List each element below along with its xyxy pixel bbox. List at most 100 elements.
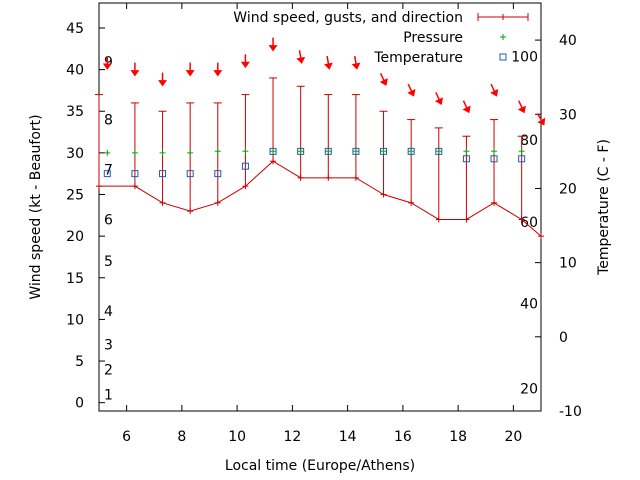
y-axis-label: Wind speed (kt - Beaufort) — [28, 114, 44, 299]
x-tick-label: 18 — [449, 429, 467, 445]
temperature-point — [407, 147, 415, 155]
x-tick-label: 16 — [394, 429, 412, 445]
y-tick-label: 20 — [66, 229, 84, 245]
wind-direction-arrow-head — [490, 88, 499, 97]
temperature-point — [435, 147, 443, 155]
wind-direction-arrow-head — [130, 70, 140, 77]
temperature-point — [186, 170, 194, 178]
wind-direction-arrow — [213, 62, 223, 77]
temperature-point — [269, 147, 277, 155]
temperature-point — [380, 147, 388, 155]
temperature-point — [131, 170, 139, 178]
y2-tick-label: 0 — [559, 330, 568, 346]
series-group — [95, 37, 546, 240]
wind-direction-arrow-head — [240, 61, 250, 69]
x-axis-label: Local time (Europe/Athens) — [225, 458, 415, 474]
y-tick-label: 40 — [66, 63, 84, 79]
y-tick-label: 5 — [75, 354, 84, 370]
wind-direction-arrow — [102, 55, 112, 70]
legend: Wind speed, gusts, and direction Pressur… — [233, 10, 529, 66]
wind-direction-arrow-head — [537, 117, 546, 126]
wind-direction-arrow — [462, 100, 471, 114]
beaufort-label: 1 — [104, 387, 113, 403]
wind-direction-arrow-head — [379, 78, 388, 86]
wind-direction-arrow-head — [296, 56, 306, 64]
beaufort-label: 9 — [104, 54, 113, 70]
temperature-point — [490, 155, 498, 163]
wind-direction-arrow — [130, 62, 140, 77]
x-tick-label: 20 — [504, 429, 522, 445]
y2-tick-label: 40 — [559, 33, 577, 49]
wind-direction-arrow-head — [434, 97, 444, 105]
fahrenheit-label: 60 — [520, 215, 538, 231]
y-tick-label: 25 — [66, 188, 84, 204]
fahrenheit-label: 100 — [511, 49, 538, 65]
wind-direction-arrow-head — [517, 105, 526, 114]
x-tick-label: 6 — [122, 429, 131, 445]
wind-direction-arrow-head — [102, 63, 112, 70]
y2-tick-label: 20 — [559, 181, 577, 197]
fahrenheit-label: 20 — [520, 382, 538, 398]
x-tick-label: 14 — [339, 429, 357, 445]
wind-direction-arrow — [434, 92, 444, 105]
beaufort-label: 4 — [104, 304, 113, 320]
wind-direction-arrow — [351, 55, 361, 70]
x-tick-label: 10 — [228, 429, 246, 445]
beaufort-label: 6 — [104, 212, 113, 228]
wind-direction-arrow-head — [213, 70, 223, 77]
x-tick-label: 12 — [283, 429, 301, 445]
x-tick-label: 8 — [177, 429, 186, 445]
y-tick-label: 15 — [66, 271, 84, 287]
wind-direction-arrow-head — [407, 88, 416, 97]
y2-tick-label: -10 — [559, 404, 582, 420]
wind-direction-arrow — [268, 37, 278, 52]
temperature-point — [462, 155, 470, 163]
wind-direction-arrow — [185, 62, 195, 77]
y2-tick-label: 30 — [559, 107, 577, 123]
axis-ticks-group: 6 8 10 12 14 16 18 20051015202530354045-1001020… — [66, 3, 582, 445]
axis-labels-group: Local time (Europe/Athens) Wind speed (k… — [28, 114, 612, 474]
beaufort-label: 5 — [104, 254, 113, 270]
wind-direction-arrow — [536, 113, 546, 126]
y-tick-label: 30 — [66, 146, 84, 162]
y-tick-label: 45 — [66, 21, 84, 37]
wind-direction-arrow-head — [158, 80, 167, 87]
wind-direction-arrow-head — [462, 105, 471, 114]
wind-direction-arrow — [407, 83, 416, 97]
legend-label-temperature: Temperature — [373, 50, 463, 66]
fahrenheit-label: 40 — [520, 296, 538, 312]
legend-label-pressure: Pressure — [403, 30, 463, 46]
wind-direction-arrow-head — [268, 45, 278, 52]
wind-direction-arrow — [158, 72, 167, 87]
wind-direction-arrow — [296, 50, 306, 64]
y-tick-label: 10 — [66, 312, 84, 328]
plot-frame-group — [98, 2, 542, 412]
temperature-point — [297, 147, 305, 155]
wind-direction-arrow-head — [323, 62, 333, 70]
temperature-point — [103, 170, 111, 178]
y2-tick-label: 10 — [559, 256, 577, 272]
temperature-point — [324, 147, 332, 155]
beaufort-label: 2 — [104, 362, 113, 378]
wind-direction-arrow — [240, 54, 250, 69]
wind-direction-arrow — [379, 72, 388, 86]
temperature-point — [214, 170, 222, 178]
wind-direction-arrow — [490, 83, 499, 97]
temperature-point — [352, 147, 360, 155]
y-tick-label: 35 — [66, 104, 84, 120]
y2-axis-label: Temperature (C - F) — [596, 139, 612, 276]
beaufort-label: 3 — [104, 337, 113, 353]
beaufort-label: 8 — [104, 113, 113, 129]
temperature-point — [241, 162, 249, 170]
y-tick-label: 0 — [75, 396, 84, 412]
wind-direction-arrow-head — [351, 62, 361, 70]
fahrenheit-label: 80 — [520, 133, 538, 149]
wind-direction-arrow-head — [185, 70, 195, 77]
legend-sample-temperature — [499, 53, 507, 61]
wind-direction-arrow — [517, 100, 526, 114]
temperature-point — [159, 170, 167, 178]
plot-border — [98, 2, 542, 412]
legend-label-wind: Wind speed, gusts, and direction — [233, 10, 463, 26]
temperature-point — [518, 155, 526, 163]
